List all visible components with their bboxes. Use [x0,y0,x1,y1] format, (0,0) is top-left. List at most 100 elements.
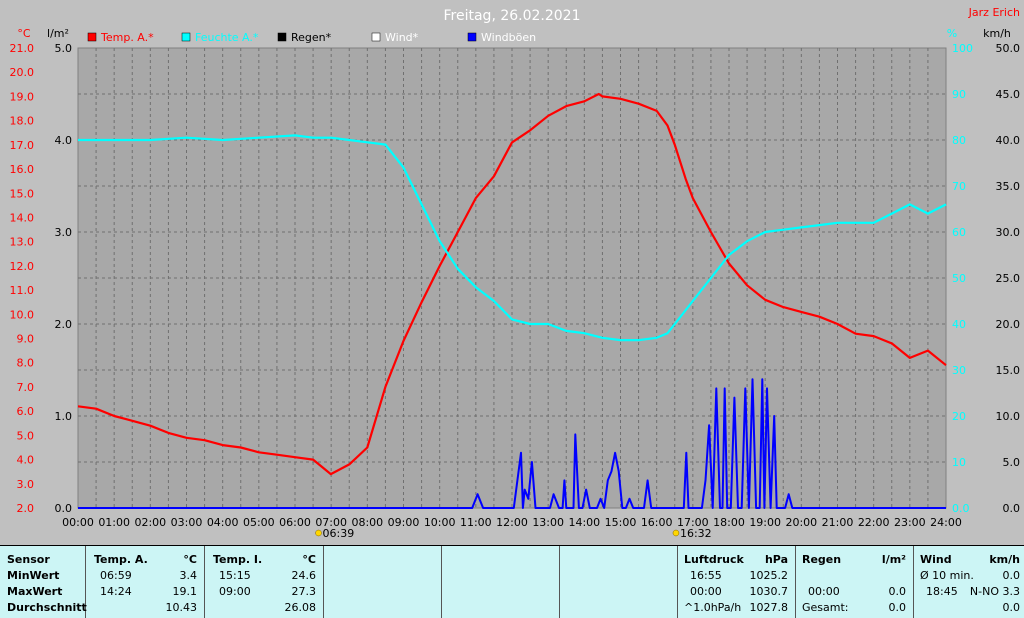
time-tick-label: 13:00 [532,516,564,529]
time-tick-label: 04:00 [207,516,239,529]
time-tick-label: 06:00 [279,516,311,529]
row-label-avg: Durchschnitt [7,601,87,614]
rain-header: Regen [802,553,842,566]
temp-tick-label: 9.0 [17,333,35,346]
humidity-tick-label: 0.0 [952,502,970,515]
rain-unit: l/m² [881,553,906,566]
humidity-tick-label: 30 [952,364,966,377]
rain-tick-label: 3.0 [55,226,73,239]
temp-tick-label: 11.0 [10,284,35,297]
sun-markers: 06:39 16:32 [315,527,712,540]
legend-swatch [181,32,191,42]
time-tick-label: 22:00 [858,516,890,529]
temp-i-max-time: 09:00 [219,585,251,598]
humidity-line [78,134,947,342]
temp-i-unit: °C [302,553,316,566]
temp-unit-label: °C [17,27,31,40]
author-label: Jarz Erich [968,6,1020,19]
rain-tick-label: 4.0 [55,134,73,147]
wind-header: Wind [920,553,952,566]
wind-column: Wind km/h Ø 10 min. 0.0 18:45 N-NO 3.3 0… [914,546,1024,618]
time-tick-label: 16:00 [641,516,673,529]
wind-avg-label: Ø 10 min. [920,569,974,582]
time-tick-label: 02:00 [134,516,166,529]
time-tick-label: 12:00 [496,516,528,529]
pressure-unit: hPa [764,553,788,566]
humidity-tick-label: 10 [952,456,966,469]
wind-tick-label: 25.0 [996,272,1021,285]
humidity-tick-label: 60 [952,226,966,239]
wind-tick-label: 15.0 [996,364,1021,377]
temp-a-min-time: 06:59 [100,569,132,582]
empty-column-3 [560,546,678,618]
temp-i-max-value: 27.3 [291,585,317,598]
wind-gust-line [78,378,946,509]
temp-tick-label: 17.0 [10,139,35,152]
time-tick-label: 21:00 [822,516,854,529]
temp-tick-label: 2.0 [17,502,35,515]
time-tick-label: 03:00 [171,516,203,529]
statistics-panel: Sensor MinWert MaxWert Durchschnitt Temp… [0,545,1024,618]
temp-tick-label: 19.0 [10,90,35,103]
temp-tick-label: 10.0 [10,308,35,321]
pressure-max-value: 1030.7 [749,585,789,598]
axis-labels: 2.0 3.0 4.0 5.0 6.0 7.0 8.0 9.0 10.0 11.0 12.0 13.0… [10,42,1021,529]
wind-tick-label: 50.0 [996,42,1021,55]
sunrise-icon [315,529,322,537]
time-tick-label: 23:00 [894,516,926,529]
rain-tick-label: 5.0 [55,42,73,55]
pressure-min-value: 1025.2 [749,569,789,582]
temp-tick-label: 5.0 [17,429,35,442]
time-tick-label: 19:00 [749,516,781,529]
pressure-column: Luftdruck hPa 16:55 1025.2 00:00 1030.7 … [678,546,796,618]
empty-column-2 [442,546,560,618]
wind-tick-label: 45.0 [996,88,1021,101]
grid-lines [78,48,946,508]
wind-tick-label: 10.0 [996,410,1021,423]
temp-tick-label: 14.0 [10,211,35,224]
sunset-label: 16:32 [680,527,712,540]
sensor-header: Sensor [7,553,50,566]
row-label-min: MinWert [7,569,60,582]
rain-total-value: 0.0 [888,601,907,614]
temp-i-min-time: 15:15 [219,569,251,582]
wind-extra-value: 0.0 [1002,601,1021,614]
temp-tick-label: 8.0 [17,357,35,370]
rain-tick-label: 1.0 [55,410,73,423]
legend-label: Wind* [385,31,419,44]
chart-legend: Temp. A.* Feuchte A.* Regen* Wind* Windböen [87,31,536,44]
wind-avg-value: 0.0 [1002,569,1021,582]
time-tick-label: 11:00 [460,516,492,529]
time-tick-label: 09:00 [388,516,420,529]
humidity-tick-label: 40 [952,318,966,331]
legend-swatch [467,32,477,42]
temp-tick-label: 13.0 [10,236,35,249]
temp-i-min-value: 24.6 [291,569,317,582]
temp-a-column: Temp. A. °C 06:59 3.4 14:24 19.1 10.43 [86,546,205,618]
series-lines [77,92,947,509]
wind-unit-label: km/h [983,27,1011,40]
legend-label: Temp. A.* [100,31,154,44]
legend-label: Regen* [291,31,332,44]
pressure-trend: ^1.0hPa/h [684,601,742,614]
time-tick-label: 18:00 [713,516,745,529]
wind-tick-label: 40.0 [996,134,1021,147]
humidity-unit-label: % [947,27,957,40]
humidity-tick-label: 100 [952,42,973,55]
legend-swatch [371,32,381,42]
wind-unit: km/h [989,553,1020,566]
rain-tick-label: 0.0 [55,502,73,515]
humidity-tick-label: 80 [952,134,966,147]
time-tick-label: 07:00 [315,516,347,529]
time-tick-label: 00:00 [62,516,94,529]
sensor-column: Sensor MinWert MaxWert Durchschnitt [0,546,87,618]
temp-a-unit: °C [183,553,197,566]
rain-column: Regen l/m² 00:00 0.0 Gesamt: 0.0 [796,546,914,618]
weather-chart: Freitag, 26.02.2021 Jarz Erich °C l/m² %… [9,6,1021,540]
temp-a-min-value: 3.4 [179,569,198,582]
legend-swatch [87,32,97,42]
temp-tick-label: 20.0 [10,66,35,79]
time-tick-label: 10:00 [424,516,456,529]
time-tick-label: 24:00 [930,516,962,529]
wind-max-time: 18:45 [926,585,958,598]
